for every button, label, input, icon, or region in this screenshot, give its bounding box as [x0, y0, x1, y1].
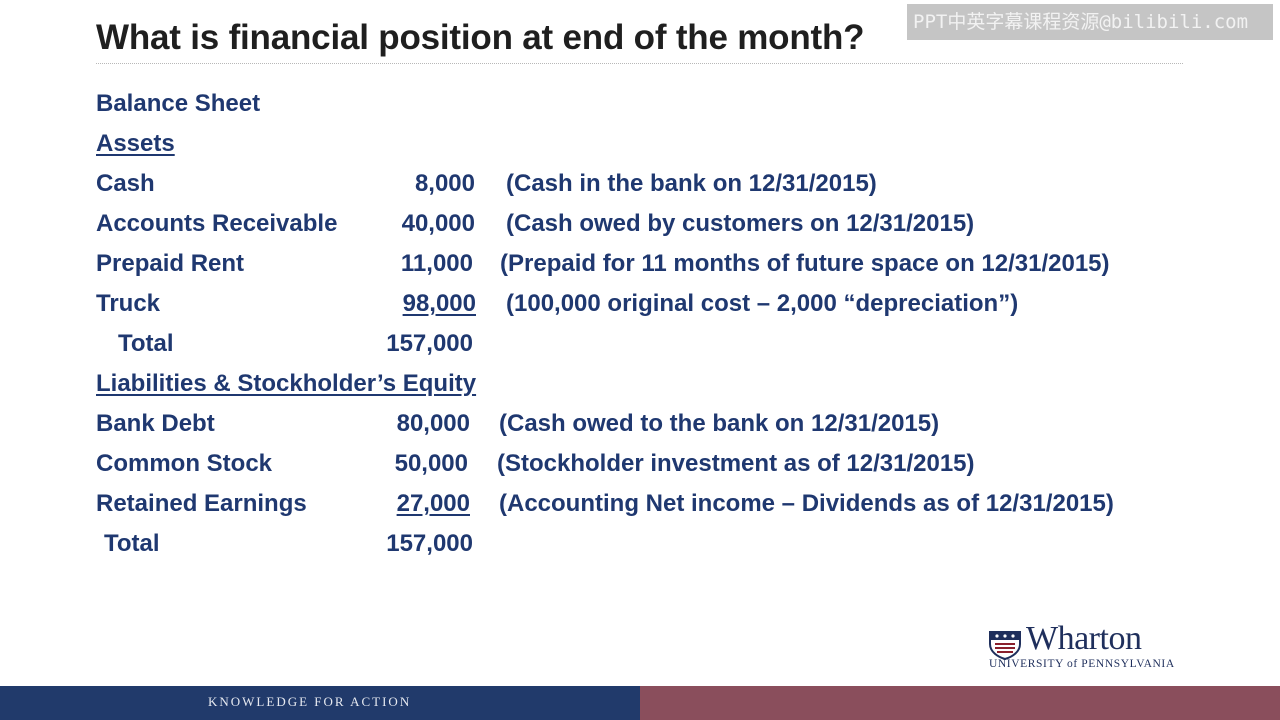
balance-sheet-heading: Balance Sheet — [96, 90, 261, 117]
row-label: Retained Earnings — [96, 490, 307, 517]
row-note: (Cash in the bank on 12/31/2015) — [506, 170, 877, 197]
total-amount: 157,000 — [386, 530, 473, 557]
footer-tagline: KNOWLEDGE FOR ACTION — [208, 694, 412, 709]
row-note: (Stockholder investment as of 12/31/2015… — [497, 450, 975, 477]
row-amount: 8,000 — [414, 170, 475, 197]
wharton-logo: Wharton UNIVERSITY of PENNSYLVANIA — [988, 620, 1198, 672]
row-label: Prepaid Rent — [96, 250, 245, 277]
liabilities-header: Liabilities & Stockholder’s Equity — [96, 370, 477, 397]
total-amount: 157,000 — [386, 330, 473, 357]
slide-title: What is financial position at end of the… — [96, 18, 865, 57]
row-note: (Cash owed by customers on 12/31/2015) — [506, 210, 975, 237]
row-note: (Accounting Net income – Dividends as of… — [499, 490, 1114, 517]
row-label: Truck — [96, 290, 161, 317]
assets-header: Assets — [96, 130, 175, 157]
row-amount: 98,000 — [402, 290, 476, 317]
row-label: Common Stock — [96, 450, 273, 477]
total-label: Total — [118, 330, 174, 357]
row-note: (100,000 original cost – 2,000 “deprecia… — [506, 290, 1019, 317]
penn-shield-icon — [989, 631, 1021, 660]
footer-band-right — [640, 686, 1280, 720]
row-note: (Cash owed to the bank on 12/31/2015) — [499, 410, 940, 437]
row-label: Accounts Receivable — [96, 210, 338, 237]
logo-subtitle: UNIVERSITY of PENNSYLVANIA — [989, 658, 1175, 670]
row-amount: 27,000 — [396, 490, 470, 517]
row-amount: 50,000 — [394, 450, 468, 477]
row-amount: 80,000 — [396, 410, 470, 437]
watermark: PPT中英字幕课程资源@bilibili.com — [907, 4, 1273, 40]
row-amount: 40,000 — [401, 210, 475, 237]
row-note: (Prepaid for 11 months of future space o… — [500, 250, 1110, 277]
title-divider — [96, 63, 1183, 64]
logo-wordmark: Wharton — [1026, 620, 1142, 657]
row-label: Cash — [96, 170, 155, 197]
total-label: Total — [104, 530, 160, 557]
footer-band-left: KNOWLEDGE FOR ACTION — [0, 686, 640, 720]
row-label: Bank Debt — [96, 410, 215, 437]
row-amount: 11,000 — [400, 250, 473, 277]
